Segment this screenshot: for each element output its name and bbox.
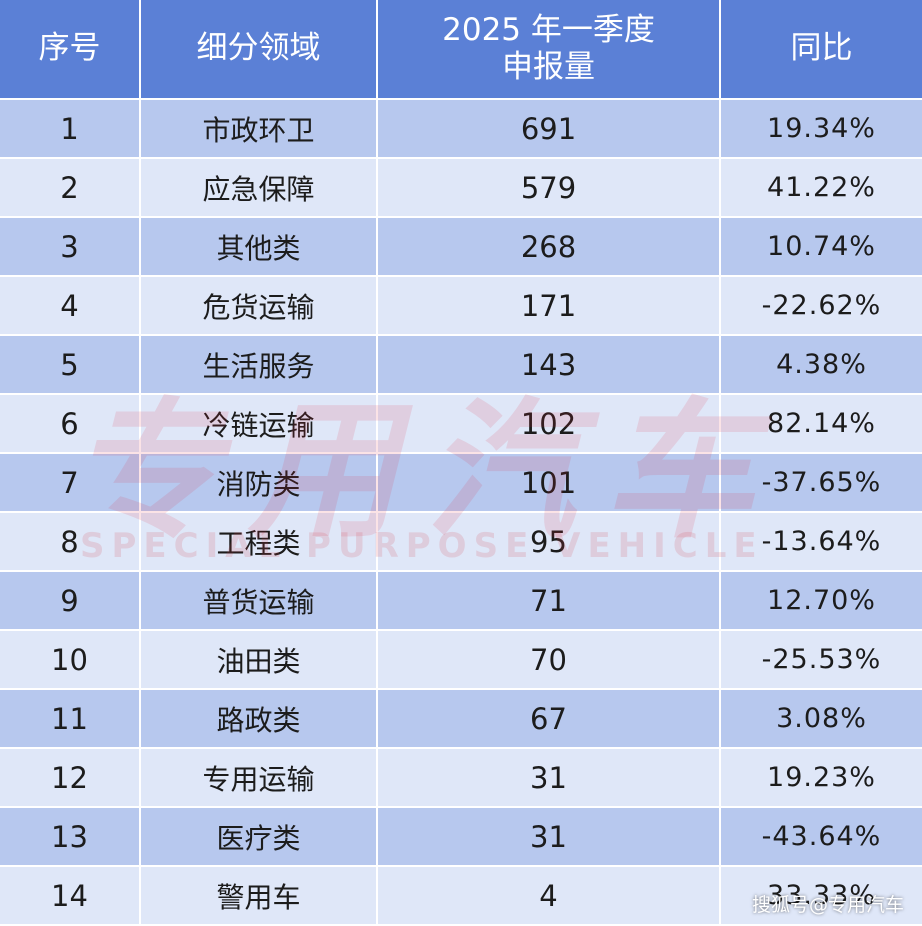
table-row: 14 警用车 4 33.33% — [0, 866, 922, 926]
row-index: 9 — [0, 571, 141, 631]
header-row: 序号 细分领域 2025 年一季度 申报量 同比 — [0, 0, 922, 100]
row-index: 2 — [0, 158, 141, 218]
row-yoy: -25.53% — [720, 630, 922, 690]
row-yoy: 19.23% — [720, 748, 922, 808]
row-category: 其他类 — [140, 217, 378, 277]
table-body: 1 市政环卫 691 19.34% 2 应急保障 579 41.22% 3 其他类 268 10.74… — [0, 99, 922, 926]
header-yoy: 同比 — [720, 0, 922, 100]
row-volume: 143 — [377, 335, 721, 395]
header-volume-line1: 2025 年一季度 — [442, 11, 655, 48]
row-yoy: 82.14% — [720, 394, 922, 454]
table-row: 11 路政类 67 3.08% — [0, 689, 922, 749]
row-yoy: -22.62% — [720, 276, 922, 336]
row-index: 13 — [0, 807, 141, 867]
row-yoy: -43.64% — [720, 807, 922, 867]
table-row: 2 应急保障 579 41.22% — [0, 158, 922, 218]
table-row: 4 危货运输 171 -22.62% — [0, 276, 922, 336]
table-row: 6 冷链运输 102 82.14% — [0, 394, 922, 454]
table-row: 1 市政环卫 691 19.34% — [0, 99, 922, 159]
row-index: 7 — [0, 453, 141, 513]
row-volume: 579 — [377, 158, 721, 218]
row-volume: 95 — [377, 512, 721, 572]
row-category: 市政环卫 — [140, 99, 378, 159]
row-volume: 31 — [377, 807, 721, 867]
row-category: 冷链运输 — [140, 394, 378, 454]
row-volume: 70 — [377, 630, 721, 690]
row-yoy: 19.34% — [720, 99, 922, 159]
row-index: 3 — [0, 217, 141, 277]
row-volume: 102 — [377, 394, 721, 454]
row-volume: 4 — [377, 866, 721, 926]
table-row: 12 专用运输 31 19.23% — [0, 748, 922, 808]
row-yoy: 41.22% — [720, 158, 922, 218]
row-category: 工程类 — [140, 512, 378, 572]
table-header: 序号 细分领域 2025 年一季度 申报量 同比 — [0, 0, 922, 100]
row-index: 5 — [0, 335, 141, 395]
row-category: 油田类 — [140, 630, 378, 690]
row-index: 11 — [0, 689, 141, 749]
row-yoy: -13.64% — [720, 512, 922, 572]
table-row: 5 生活服务 143 4.38% — [0, 335, 922, 395]
table-row: 13 医疗类 31 -43.64% — [0, 807, 922, 867]
row-volume: 67 — [377, 689, 721, 749]
row-volume: 171 — [377, 276, 721, 336]
table-row: 7 消防类 101 -37.65% — [0, 453, 922, 513]
row-volume: 268 — [377, 217, 721, 277]
header-category: 细分领域 — [140, 0, 378, 100]
row-yoy: 3.08% — [720, 689, 922, 749]
source-credit: 搜狐号@专用汽车 — [751, 894, 904, 916]
row-category: 路政类 — [140, 689, 378, 749]
row-yoy: -37.65% — [720, 453, 922, 513]
row-category: 医疗类 — [140, 807, 378, 867]
row-category: 应急保障 — [140, 158, 378, 218]
row-index: 8 — [0, 512, 141, 572]
row-category: 生活服务 — [140, 335, 378, 395]
row-index: 14 — [0, 866, 141, 926]
header-index: 序号 — [0, 0, 141, 100]
row-category: 消防类 — [140, 453, 378, 513]
row-volume: 71 — [377, 571, 721, 631]
row-index: 4 — [0, 276, 141, 336]
table-row: 8 工程类 95 -13.64% — [0, 512, 922, 572]
row-volume: 691 — [377, 99, 721, 159]
table-row: 9 普货运输 71 12.70% — [0, 571, 922, 631]
row-yoy: 12.70% — [720, 571, 922, 631]
row-index: 6 — [0, 394, 141, 454]
table-row: 3 其他类 268 10.74% — [0, 217, 922, 277]
row-category: 普货运输 — [140, 571, 378, 631]
row-index: 1 — [0, 99, 141, 159]
row-category: 警用车 — [140, 866, 378, 926]
row-yoy: 4.38% — [720, 335, 922, 395]
row-yoy: 10.74% — [720, 217, 922, 277]
header-volume: 2025 年一季度 申报量 — [377, 0, 721, 100]
row-volume: 31 — [377, 748, 721, 808]
row-category: 危货运输 — [140, 276, 378, 336]
row-category: 专用运输 — [140, 748, 378, 808]
row-index: 12 — [0, 748, 141, 808]
table-row: 10 油田类 70 -25.53% — [0, 630, 922, 690]
row-yoy: 33.33% — [720, 866, 922, 926]
row-volume: 101 — [377, 453, 721, 513]
row-index: 10 — [0, 630, 141, 690]
header-volume-line2: 申报量 — [502, 49, 595, 85]
